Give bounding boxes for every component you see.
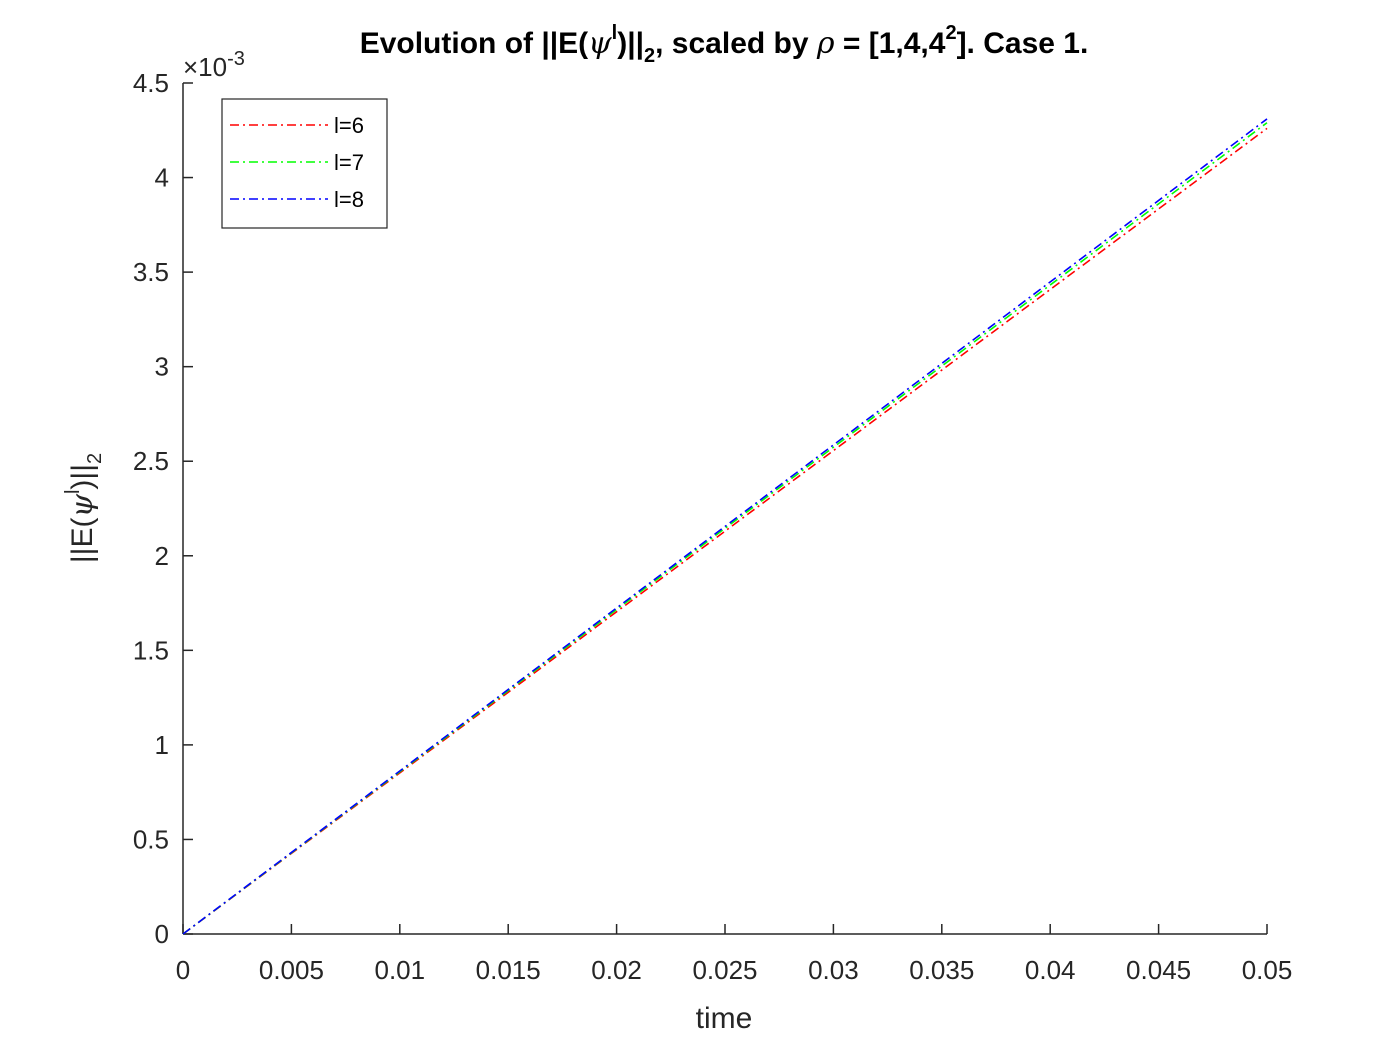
title-prefix: Evolution of ||E(: [360, 27, 588, 60]
legend-entries: l=6 l=7 l=8: [230, 113, 364, 212]
x-tick-label: 0.05: [1242, 955, 1293, 985]
exponent-power: -3: [227, 48, 245, 70]
title-sup-2: 2: [945, 22, 956, 44]
title-rho: ρ: [816, 26, 835, 61]
x-ticks: 0 0.005 0.01 0.015 0.02 0.025 0.03 0.035 0.04 0.0…: [176, 924, 1293, 985]
x-tick-label: 0.035: [909, 955, 974, 985]
legend-label-3: l=8: [334, 187, 364, 212]
ylabel-sub-2: 2: [84, 453, 106, 464]
x-tick-label: 0.005: [259, 955, 324, 985]
y-axis-title: ||E(ψl)||2: [62, 453, 106, 563]
legend-label-2: l=7: [334, 150, 364, 175]
x-tick-label: 0.015: [476, 955, 541, 985]
y-tick-label: 4.5: [133, 68, 169, 98]
legend-label-1: l=6: [334, 113, 364, 138]
y-tick-label: 3.5: [133, 257, 169, 287]
series-lines: [182, 118, 1268, 935]
series-line-3: [182, 118, 1268, 935]
x-tick-label: 0.01: [374, 955, 425, 985]
title-sub-2: 2: [644, 45, 655, 67]
exponent-times: ×10: [183, 52, 227, 82]
y-tick-label: 1.5: [133, 635, 169, 665]
x-tick-label: 0.04: [1025, 955, 1076, 985]
legend: l=6 l=7 l=8: [221, 98, 388, 229]
chart-title: Evolution of ||E(ψl)||2, scaled by ρ = […: [360, 22, 1089, 67]
title-psi: ψ: [588, 26, 612, 61]
y-tick-label: 3: [155, 352, 169, 382]
y-tick-label: 0: [155, 919, 169, 949]
x-tick-label: 0.02: [591, 955, 642, 985]
title-mid1: )||: [617, 27, 644, 60]
ylabel-prefix: ||E(: [66, 518, 99, 564]
x-tick-label: 0.025: [692, 955, 757, 985]
y-tick-label: 4: [155, 163, 169, 193]
title-suffix: ]. Case 1.: [957, 27, 1089, 60]
plot-area: 0 0.005 0.01 0.015 0.02 0.025 0.03 0.035 0.04 0.0…: [133, 68, 1292, 985]
ylabel-psi: ψ: [65, 494, 100, 518]
series-line-1: [182, 127, 1268, 935]
y-tick-label: 2: [155, 541, 169, 571]
x-axis-title: time: [696, 1002, 753, 1035]
x-tick-label: 0: [176, 955, 190, 985]
ylabel-sup-l: l: [62, 490, 84, 494]
y-tick-label: 1: [155, 730, 169, 760]
title-mid2: , scaled by: [655, 27, 817, 60]
legend-box: [221, 98, 388, 229]
series-line-2: [182, 122, 1268, 935]
x-tick-label: 0.03: [808, 955, 859, 985]
y-tick-label: 2.5: [133, 446, 169, 476]
y-tick-label: 0.5: [133, 824, 169, 854]
y-ticks: 0 0.5 1 1.5 2 2.5 3 3.5 4 4.5: [133, 68, 193, 949]
ylabel-mid: )||: [66, 464, 99, 490]
title-mid3: = [1,4,4: [835, 27, 946, 60]
y-axis-exponent: ×10-3: [183, 48, 245, 82]
x-tick-label: 0.045: [1126, 955, 1191, 985]
title-sup-l: l: [612, 22, 618, 44]
